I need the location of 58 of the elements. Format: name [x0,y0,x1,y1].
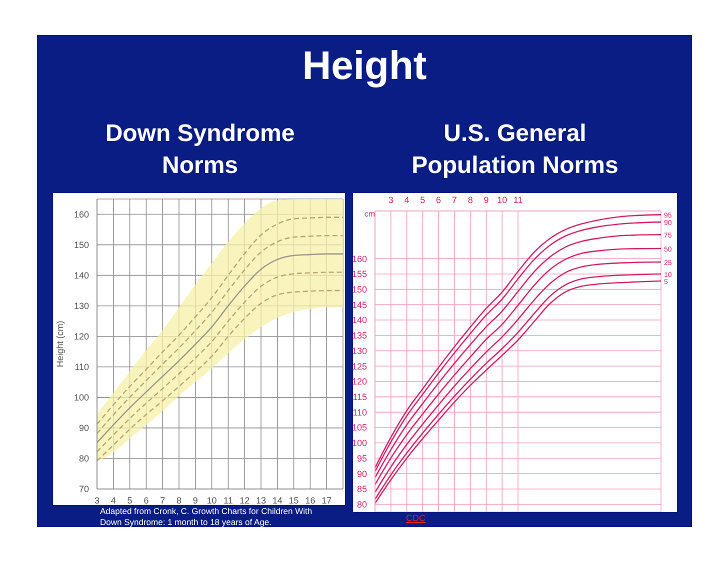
y-tick-label: 150 [74,240,89,250]
x-tick-label: 16 [305,495,316,506]
y-tick-label: 120 [74,332,89,342]
text: CDC [406,513,426,523]
y-tick-label: 90 [78,423,89,434]
x-tick-label: 11 [224,495,233,506]
x-tick-label: 9 [484,195,489,205]
x-tick-label: 4 [404,195,410,205]
y-tick-label: 110 [74,362,89,372]
x-tick-label: 14 [272,495,282,506]
y-tick-label: 140 [74,270,89,281]
x-tick-label: 4 [110,495,116,506]
x-tick-label: 3 [388,195,394,205]
y-axis-title: Height (cm) [55,320,65,368]
y-tick-label: 70 [78,484,89,494]
y-tick-label: 80 [356,500,367,510]
y-tick-label: 140 [352,315,367,326]
x-tick-label: 10 [206,495,217,506]
y-tick-label: 80 [78,454,89,464]
x-tick-label: 5 [420,195,426,205]
x-tick-label: 5 [127,495,132,506]
x-tick-label: 6 [436,195,442,205]
y-tick-label: 130 [74,301,89,312]
x-tick-label: 9 [192,495,198,506]
text: Adapted from Cronk, C. Growth Charts for Children With Down Syndrome: 1 month to 18 years of Age. [100,506,314,528]
y-tick-label: 125 [352,361,367,372]
y-tick-label: 100 [74,392,89,403]
y-axis-title: cm [364,210,376,219]
x-tick-label: 6 [144,495,149,506]
x-tick-label: 3 [94,495,100,506]
y-tick-label: 105 [352,422,367,433]
x-tick-label: 17 [322,495,332,506]
x-tick-label: 7 [160,495,166,506]
y-tick-label: 160 [352,254,367,264]
text: Height [301,44,428,89]
x-tick-label: 11 [513,195,523,205]
x-tick-label: 10 [497,195,508,205]
x-tick-label: 15 [288,495,299,506]
y-tick-label: 130 [352,346,367,356]
x-tick-label: 7 [452,195,457,205]
x-tick-label: 12 [240,495,250,506]
y-tick-label: 95 [356,453,367,464]
x-tick-label: 13 [256,495,266,506]
chart-title: U.S. General Population Norms [410,119,620,181]
y-tick-label: 90 [356,468,367,479]
chart-title: Down Syndrome Norms [104,119,296,181]
y-tick-label: 120 [352,376,367,387]
x-tick-label: 8 [468,195,473,205]
y-tick-label: 110 [352,407,367,418]
y-tick-label: 150 [352,284,367,295]
y-tick-label: 85 [356,484,367,494]
y-tick-label: 160 [74,209,89,220]
y-tick-label: 155 [352,269,367,280]
y-tick-label: 115 [352,392,367,402]
y-tick-label: 145 [352,300,367,310]
x-tick-label: 8 [176,495,182,506]
y-tick-label: 135 [352,330,367,341]
y-tick-label: 100 [352,438,367,448]
